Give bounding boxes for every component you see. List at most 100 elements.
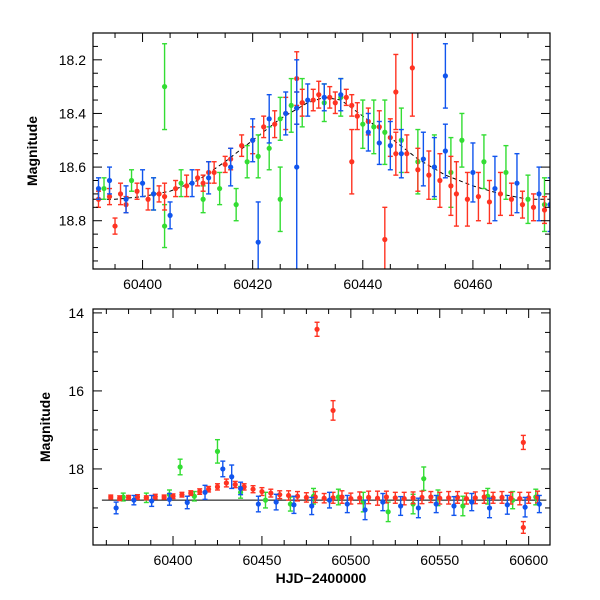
data-point-top bbox=[431, 136, 437, 198]
marker bbox=[380, 499, 386, 505]
data-point-top bbox=[272, 110, 278, 139]
data-point-top bbox=[128, 169, 135, 192]
marker bbox=[371, 124, 377, 130]
marker bbox=[349, 159, 355, 165]
x-tick-label-bottom: 60400 bbox=[154, 552, 193, 568]
data-point-top bbox=[530, 193, 537, 222]
marker bbox=[250, 486, 256, 492]
marker bbox=[547, 202, 550, 208]
data-point-bottom bbox=[536, 494, 542, 514]
data-point-top bbox=[228, 147, 234, 187]
data-point-bottom bbox=[330, 399, 336, 421]
marker bbox=[237, 485, 244, 492]
data-point-top bbox=[343, 88, 349, 107]
data-point-top bbox=[464, 171, 471, 227]
marker bbox=[343, 94, 349, 100]
data-point-bottom bbox=[262, 491, 269, 509]
data-point-top bbox=[239, 134, 245, 158]
data-point-top bbox=[139, 169, 146, 198]
marker bbox=[309, 503, 315, 509]
data-point-bottom bbox=[326, 491, 333, 509]
marker bbox=[139, 180, 146, 186]
data-point-top bbox=[167, 201, 173, 230]
marker bbox=[499, 494, 505, 501]
x-tick-label-top: 60400 bbox=[123, 276, 162, 292]
data-point-bottom bbox=[463, 492, 470, 505]
marker bbox=[463, 495, 470, 502]
marker bbox=[125, 494, 132, 501]
marker bbox=[448, 183, 454, 189]
data-point-bottom bbox=[357, 491, 363, 505]
data-point-top bbox=[508, 182, 515, 217]
data-point-bottom bbox=[202, 484, 208, 501]
x-tick-label-bottom: 60450 bbox=[242, 552, 281, 568]
marker bbox=[273, 499, 279, 505]
marker bbox=[202, 489, 208, 495]
data-point-top bbox=[459, 112, 465, 168]
marker bbox=[156, 191, 162, 197]
data-point-bottom bbox=[232, 480, 238, 489]
marker bbox=[415, 505, 422, 511]
data-point-bottom bbox=[131, 494, 137, 506]
data-point-bottom bbox=[508, 491, 514, 505]
marker bbox=[314, 326, 320, 332]
marker bbox=[255, 239, 261, 245]
marker bbox=[150, 191, 157, 197]
data-point-bottom bbox=[446, 490, 452, 505]
data-point-bottom bbox=[250, 485, 256, 494]
marker bbox=[332, 100, 338, 106]
data-point-top bbox=[360, 99, 366, 150]
marker bbox=[200, 180, 206, 186]
data-point-bottom bbox=[309, 496, 315, 516]
data-point-top bbox=[492, 155, 498, 222]
data-point-top bbox=[475, 171, 482, 222]
data-point-bottom bbox=[481, 490, 487, 504]
marker bbox=[277, 492, 283, 498]
marker bbox=[470, 169, 476, 176]
data-point-bottom bbox=[108, 494, 114, 500]
data-point-bottom bbox=[125, 494, 132, 501]
data-point-top bbox=[420, 131, 426, 187]
marker bbox=[486, 199, 493, 205]
marker bbox=[522, 504, 528, 510]
y-tick-label-top: 18.6 bbox=[59, 159, 86, 175]
data-point-bottom bbox=[392, 491, 398, 504]
data-point-top bbox=[305, 83, 311, 117]
data-point-top bbox=[442, 123, 448, 179]
marker bbox=[217, 185, 223, 192]
data-point-top bbox=[442, 43, 448, 109]
data-point-top bbox=[277, 96, 283, 141]
marker bbox=[106, 177, 113, 184]
marker bbox=[349, 102, 355, 109]
data-point-bottom bbox=[522, 496, 528, 518]
marker bbox=[437, 495, 443, 501]
data-point-bottom bbox=[113, 501, 119, 515]
data-point-bottom bbox=[517, 491, 523, 506]
x-tick-label-bottom: 60550 bbox=[420, 552, 459, 568]
marker bbox=[404, 151, 410, 157]
marker bbox=[197, 488, 203, 495]
marker bbox=[453, 191, 459, 197]
data-point-top bbox=[503, 144, 509, 200]
marker bbox=[481, 159, 487, 165]
marker bbox=[206, 175, 212, 181]
data-point-top bbox=[255, 134, 261, 179]
data-point-top bbox=[266, 93, 272, 144]
data-point-top bbox=[365, 112, 371, 152]
marker bbox=[205, 486, 212, 492]
marker bbox=[338, 92, 344, 98]
data-point-bottom bbox=[401, 491, 407, 506]
data-point-top bbox=[95, 177, 102, 200]
marker bbox=[344, 501, 350, 507]
data-point-bottom bbox=[486, 497, 493, 519]
marker bbox=[220, 466, 226, 472]
data-point-bottom bbox=[335, 488, 341, 506]
x-tick-label-top: 60420 bbox=[233, 276, 272, 292]
marker bbox=[170, 493, 176, 499]
marker bbox=[214, 484, 221, 490]
data-point-top bbox=[172, 179, 179, 198]
data-point-bottom bbox=[362, 499, 368, 521]
data-point-bottom bbox=[374, 490, 381, 506]
x-tick-label-bottom: 60600 bbox=[509, 552, 548, 568]
data-point-bottom bbox=[229, 464, 235, 490]
